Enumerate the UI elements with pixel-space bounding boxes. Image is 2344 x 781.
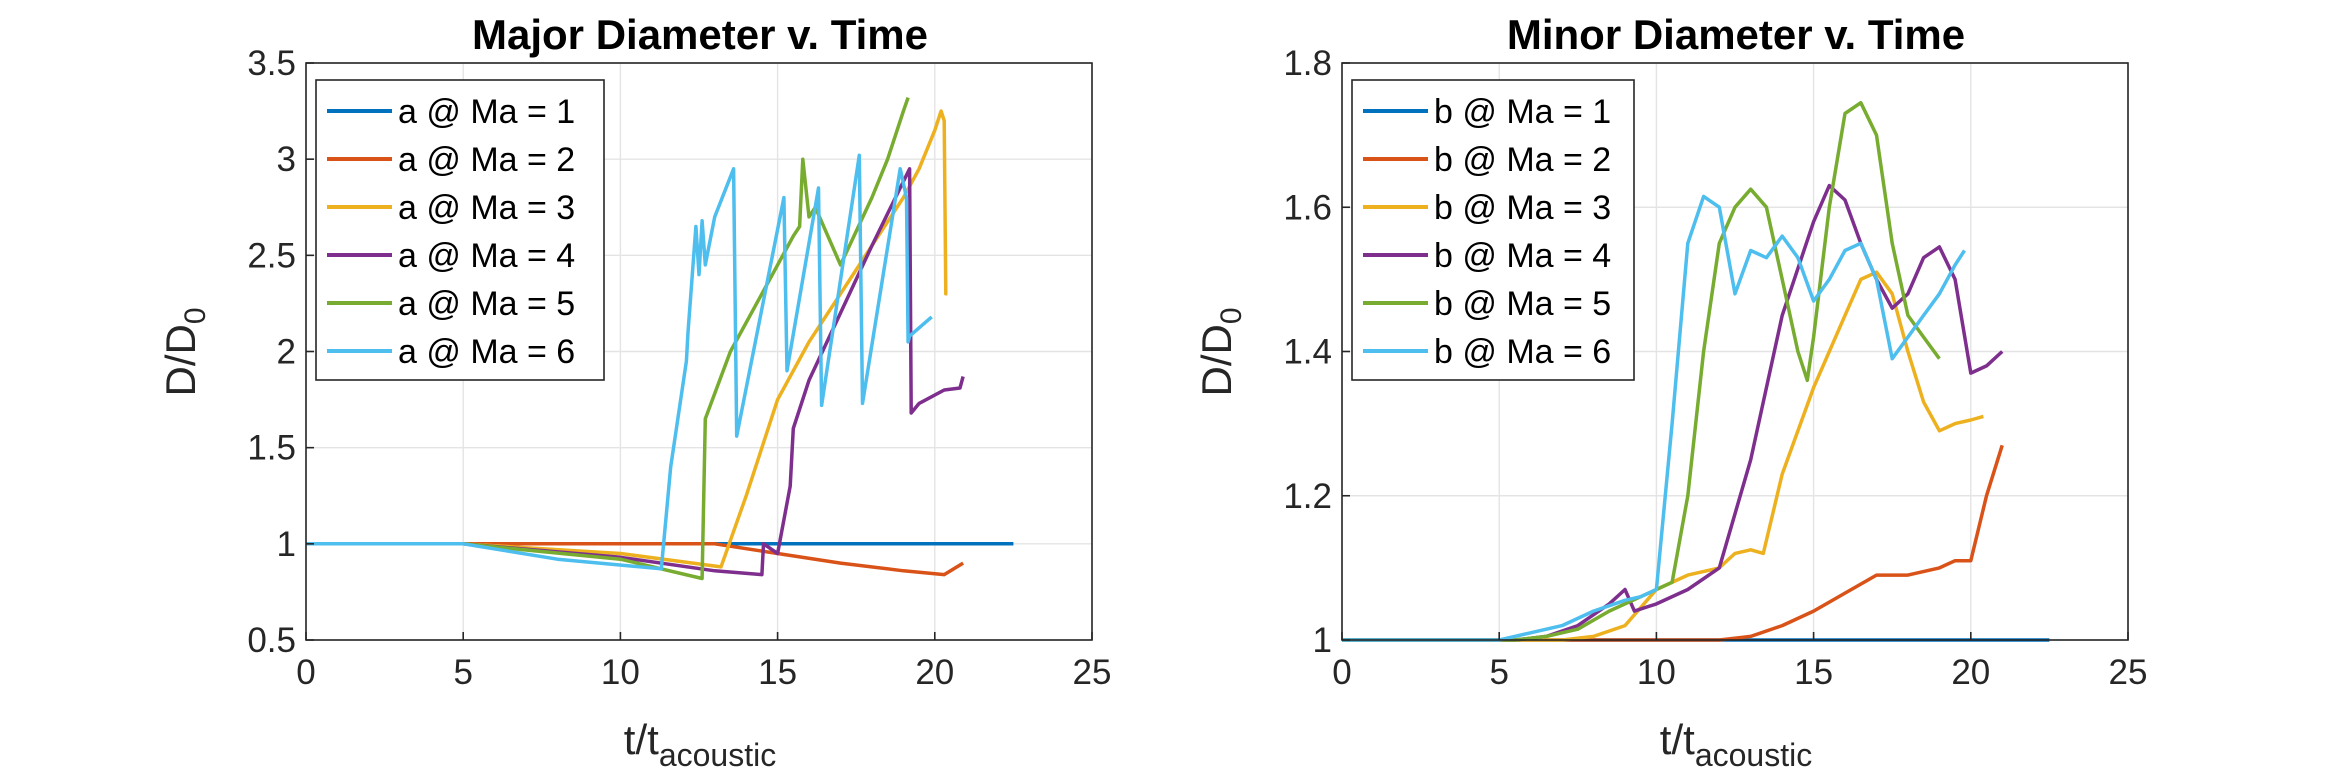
series-line-3 — [1342, 270, 1984, 642]
legend: b @ Ma = 1 b @ Ma = 2 b @ Ma = 3 b @ Ma … — [1351, 79, 1635, 381]
x-axis-label-main: t/t — [624, 716, 659, 763]
chart-major-diameter: Major Diameter v. Time 0 5 10 15 20 250.511.5… — [157, 11, 1111, 773]
legend-box — [1351, 79, 1635, 381]
series-line-5 — [1342, 100, 1941, 642]
legend-entry: b @ Ma = 3 — [1434, 189, 1611, 227]
x-axis-label-subscript: acoustic — [659, 737, 776, 773]
y-tick-label: 1.2 — [1283, 477, 1332, 516]
x-tick-label: 15 — [758, 653, 797, 692]
x-tick-label: 5 — [453, 653, 472, 692]
y-tick-label: 1.8 — [1283, 44, 1332, 83]
x-axis-label-subscript: acoustic — [1695, 737, 1812, 773]
legend-entry: b @ Ma = 1 — [1434, 93, 1611, 131]
y-tick-label: 1.5 — [247, 429, 296, 468]
series-line-6 — [1342, 194, 1966, 642]
x-axis-label: t/tacoustic — [624, 716, 776, 773]
legend-entry: a @ Ma = 4 — [398, 237, 575, 275]
legend-entry: b @ Ma = 6 — [1434, 333, 1611, 371]
chart-minor-diameter: Minor Diameter v. Time 0 5 10 15 20 25 1 1.2 1.4… — [1193, 11, 2147, 773]
chart-title: Minor Diameter v. Time — [1507, 11, 1965, 58]
x-tick-label: 10 — [601, 653, 640, 692]
y-tick-label: 2.5 — [247, 236, 296, 275]
y-axis-label-main: D/D — [1193, 324, 1240, 396]
x-tick-label: 20 — [915, 653, 954, 692]
series-line-4 — [306, 167, 965, 577]
x-tick-label: 25 — [1073, 653, 1112, 692]
y-tick-label: 1 — [277, 525, 296, 564]
x-axis-label: t/tacoustic — [1660, 716, 1812, 773]
legend-entry: a @ Ma = 2 — [398, 141, 575, 179]
y-tick-label: 3 — [277, 140, 296, 179]
x-tick-label: 5 — [1489, 653, 1508, 692]
y-axis-label-main: D/D — [157, 324, 204, 396]
y-tick-label: 1.6 — [1283, 188, 1332, 227]
legend: a @ Ma = 1 a @ Ma = 2 a @ Ma = 3 a @ Ma … — [315, 79, 605, 381]
series-line-5 — [306, 97, 910, 581]
y-axis-label: D/D0 — [157, 307, 212, 396]
legend-entry: b @ Ma = 4 — [1434, 237, 1611, 275]
legend-entry: b @ Ma = 2 — [1434, 141, 1611, 179]
chart-title: Major Diameter v. Time — [472, 11, 928, 58]
legend-entry: a @ Ma = 6 — [398, 333, 575, 371]
legend-entry: a @ Ma = 5 — [398, 285, 575, 323]
series-line-2 — [306, 542, 965, 577]
legend-entry: a @ Ma = 1 — [398, 93, 575, 131]
y-tick-label: 2 — [277, 333, 296, 372]
y-tick-label: 1.4 — [1283, 333, 1332, 372]
y-tick-label: 0.5 — [247, 621, 296, 660]
legend-box — [315, 79, 605, 381]
series-line-2 — [1342, 444, 2004, 642]
series-line-6 — [306, 153, 933, 571]
legend-entry: b @ Ma = 5 — [1434, 285, 1611, 323]
x-tick-label: 15 — [1794, 653, 1833, 692]
y-axis-label: D/D0 — [1193, 307, 1248, 396]
x-tick-label: 0 — [296, 653, 315, 692]
legend-entry: a @ Ma = 3 — [398, 189, 575, 227]
x-tick-label: 0 — [1332, 653, 1351, 692]
y-axis-label-subscript: 0 — [179, 307, 212, 324]
x-axis-label-main: t/t — [1660, 716, 1695, 763]
x-tick-label: 10 — [1637, 653, 1676, 692]
x-tick-label: 25 — [2109, 653, 2148, 692]
x-tick-label: 20 — [1951, 653, 1990, 692]
y-tick-label: 1 — [1313, 621, 1332, 660]
y-tick-label: 3.5 — [247, 44, 296, 83]
series-line-3 — [306, 109, 948, 569]
y-axis-label-subscript: 0 — [1215, 307, 1248, 324]
